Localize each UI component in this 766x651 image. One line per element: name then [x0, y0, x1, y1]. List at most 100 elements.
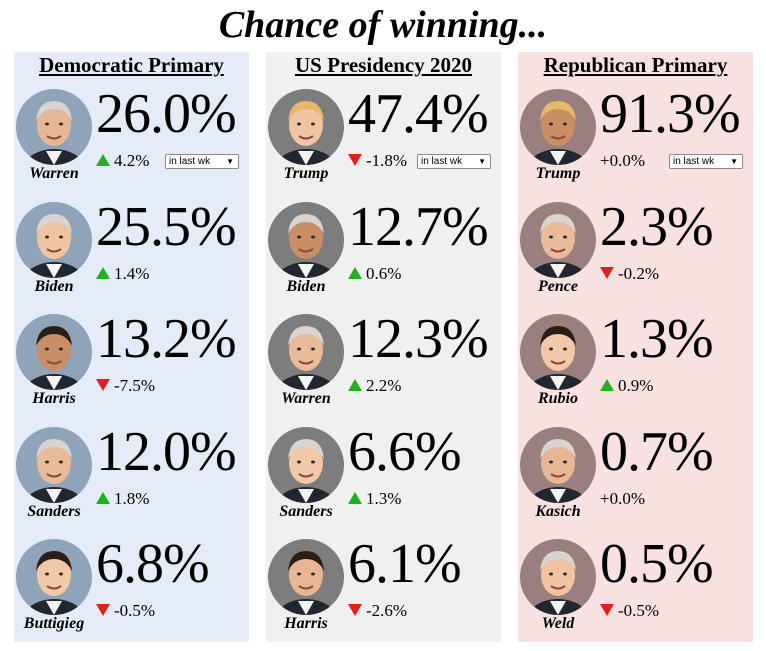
arrow-up-icon — [600, 379, 614, 392]
candidate-row: Harris 6.1% -2.6% — [266, 533, 501, 651]
candidate-name: Weld — [541, 615, 575, 632]
change-text: -0.5% — [114, 601, 156, 620]
avatar-icon — [16, 426, 92, 503]
change-text: 2.2% — [366, 376, 402, 395]
change-value: +0.0% — [600, 151, 645, 171]
change-value: -0.2% — [600, 264, 659, 284]
period-select-value: in last wk — [169, 156, 211, 167]
candidate-name: Sanders — [27, 502, 81, 520]
change-text: -7.5% — [114, 376, 156, 395]
candidate-name: Buttigieg — [23, 615, 85, 632]
win-chance: 6.8% — [96, 533, 210, 595]
candidate-row: Warren 12.3% 2.2% — [266, 308, 501, 426]
candidate-name: Trump — [283, 165, 329, 182]
arrow-up-icon — [348, 379, 362, 392]
win-chance: 6.6% — [348, 420, 462, 483]
candidate-row: Trump 47.4% -1.8% in last wk ▼ — [266, 83, 501, 201]
change-text: -2.6% — [366, 601, 408, 620]
avatar-icon — [268, 426, 344, 503]
candidate-photo — [520, 89, 596, 165]
candidate-row: Pence 2.3% -0.2% — [518, 196, 753, 314]
change-text: 1.8% — [114, 488, 150, 508]
change-value: -7.5% — [96, 376, 155, 396]
arrow-down-icon — [600, 604, 614, 617]
change-value: 1.3% — [348, 489, 401, 509]
change-value: 0.6% — [348, 264, 401, 284]
win-chance: 12.7% — [348, 195, 489, 258]
arrow-down-icon — [348, 604, 362, 617]
arrow-up-icon — [96, 491, 110, 504]
avatar-icon — [520, 89, 596, 165]
candidate-name: Pence — [538, 277, 578, 295]
candidate-row: Warren 26.0% 4.2% in last wk ▼ — [14, 83, 249, 201]
candidate-photo — [16, 314, 92, 390]
win-chance: 6.1% — [348, 533, 462, 595]
candidate-name: Biden — [286, 277, 326, 295]
candidate-photo — [520, 426, 596, 503]
chevron-down-icon: ▼ — [478, 157, 486, 166]
candidate-name: Trump — [535, 165, 581, 182]
column-heading[interactable]: Democratic Primary — [39, 53, 224, 77]
candidate-name: Sanders — [279, 502, 333, 520]
change-value: 1.4% — [96, 264, 149, 284]
win-chance: 25.5% — [96, 195, 237, 258]
avatar-icon — [16, 314, 92, 390]
column-democratic-primary: Democratic Primary Warren 26.0% 4.2% in las… — [14, 52, 249, 642]
arrow-down-icon — [96, 604, 110, 617]
avatar-icon — [268, 314, 344, 390]
candidate-photo — [268, 426, 344, 503]
win-chance: 0.5% — [600, 533, 714, 595]
win-chance: 12.3% — [348, 308, 489, 370]
column-republican-primary: Republican Primary Trump 91.3% +0.0% in las… — [518, 52, 753, 642]
avatar-icon — [268, 201, 344, 278]
candidate-row: Sanders 6.6% 1.3% — [266, 421, 501, 539]
period-select[interactable]: in last wk ▼ — [417, 154, 491, 169]
win-chance: 12.0% — [96, 420, 237, 483]
candidate-photo — [268, 539, 344, 615]
candidate-name: Kasich — [535, 502, 581, 520]
period-select-value: in last wk — [673, 156, 715, 167]
candidate-photo — [16, 426, 92, 503]
win-chance: 47.4% — [348, 83, 489, 145]
change-value: 1.8% — [96, 489, 149, 509]
candidate-row: Weld 0.5% -0.5% — [518, 533, 753, 651]
period-select[interactable]: in last wk ▼ — [669, 154, 743, 169]
change-value: -0.5% — [96, 601, 155, 621]
column-heading[interactable]: US Presidency 2020 — [295, 53, 472, 77]
change-text: -0.5% — [618, 601, 660, 620]
period-select[interactable]: in last wk ▼ — [165, 154, 239, 169]
page-title: Chance of winning... — [218, 4, 548, 46]
column-heading[interactable]: Republican Primary — [543, 53, 728, 77]
avatar-icon — [268, 539, 344, 615]
change-text: 1.3% — [366, 488, 402, 508]
avatar-icon — [16, 201, 92, 278]
avatar-icon — [268, 89, 344, 165]
candidate-photo — [16, 539, 92, 615]
change-text: 4.2% — [114, 151, 150, 170]
avatar-icon — [16, 539, 92, 615]
change-value: -2.6% — [348, 601, 407, 621]
candidate-row: Biden 25.5% 1.4% — [14, 196, 249, 314]
change-text: 0.9% — [618, 376, 654, 395]
candidate-photo — [520, 539, 596, 615]
win-chance: 91.3% — [600, 83, 741, 145]
avatar-icon — [520, 539, 596, 615]
avatar-icon — [16, 89, 92, 165]
candidate-photo — [16, 89, 92, 165]
win-chance: 2.3% — [600, 195, 714, 258]
win-chance: 0.7% — [600, 420, 714, 483]
period-select-value: in last wk — [421, 156, 463, 167]
arrow-up-icon — [348, 491, 362, 504]
candidate-name: Harris — [32, 390, 76, 407]
change-value: 2.2% — [348, 376, 401, 396]
change-text: +0.0% — [600, 488, 645, 508]
candidate-photo — [268, 201, 344, 278]
column-us-presidency: US Presidency 2020 Trump 47.4% -1.8% in las… — [266, 52, 501, 642]
candidate-row: Sanders 12.0% 1.8% — [14, 421, 249, 539]
chevron-down-icon: ▼ — [730, 157, 738, 166]
candidate-photo — [16, 201, 92, 278]
chevron-down-icon: ▼ — [226, 157, 234, 166]
avatar-icon — [520, 314, 596, 390]
candidate-photo — [268, 314, 344, 390]
arrow-down-icon — [600, 266, 614, 279]
